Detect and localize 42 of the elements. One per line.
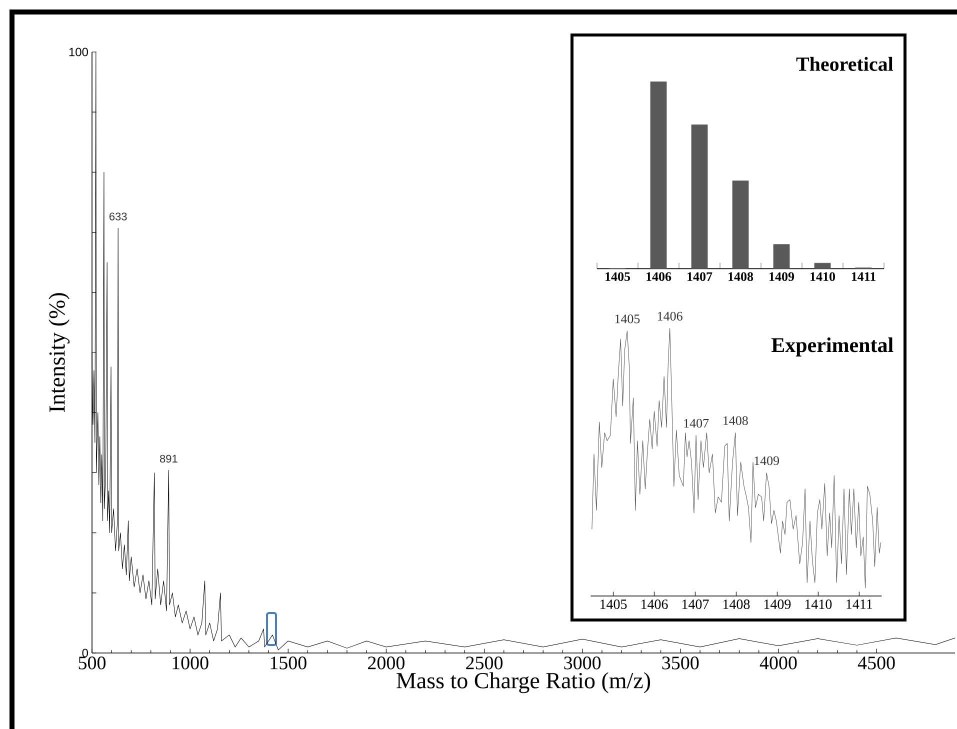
x-tick-label: 1411 xyxy=(852,272,876,281)
bar xyxy=(814,262,831,269)
x-tick-label: 4000 xyxy=(760,656,797,670)
x-tick-label: 1411 xyxy=(846,600,872,609)
x-tick-label: 1407 xyxy=(682,600,709,609)
y-tick-label: 0 xyxy=(82,648,88,658)
x-tick-label: 1408 xyxy=(728,272,754,281)
chart-title: Theoretical xyxy=(796,56,894,71)
annotation: 633 xyxy=(109,212,127,220)
x-tick-label: 2500 xyxy=(466,656,503,670)
bar xyxy=(691,124,708,269)
x-tick-label: 1409 xyxy=(764,600,791,609)
x-tick-label: 500 xyxy=(78,656,106,670)
annotation: 1409 xyxy=(754,456,779,466)
annotation: 1406 xyxy=(658,312,682,321)
x-tick-label: 1406 xyxy=(641,600,668,609)
annotation: 1407 xyxy=(684,418,709,428)
x-tick-label: 2000 xyxy=(368,656,404,670)
x-tick-label: 4500 xyxy=(858,656,895,670)
x-tick-label: 1410 xyxy=(805,600,832,609)
x-tick-label: 3000 xyxy=(564,656,601,670)
annotation: 891 xyxy=(160,454,178,463)
y-axis-title: Intensity (%) xyxy=(48,293,70,412)
x-tick-label: 1408 xyxy=(723,600,750,609)
y-tick-label: 100 xyxy=(69,48,88,56)
bar xyxy=(732,180,749,269)
x-tick-label: 1409 xyxy=(770,272,794,281)
x-tick-label: 3500 xyxy=(662,656,699,670)
annotation: 1405 xyxy=(615,314,640,324)
x-axis-title: Mass to Charge Ratio (m/z) xyxy=(396,672,650,694)
x-tick-label: 1405 xyxy=(606,272,630,281)
x-tick-label: 1407 xyxy=(688,272,712,281)
x-tick-label: 1000 xyxy=(172,656,208,670)
bar xyxy=(650,81,667,269)
x-tick-label: 1405 xyxy=(600,600,627,609)
bar xyxy=(773,244,790,269)
x-tick-label: 1406 xyxy=(646,272,672,281)
x-tick-label: 1410 xyxy=(810,272,836,281)
chart-title: Experimental xyxy=(771,337,894,356)
x-tick-label: 1500 xyxy=(270,656,306,670)
annotation: 1408 xyxy=(724,416,748,425)
line-series xyxy=(92,52,956,650)
